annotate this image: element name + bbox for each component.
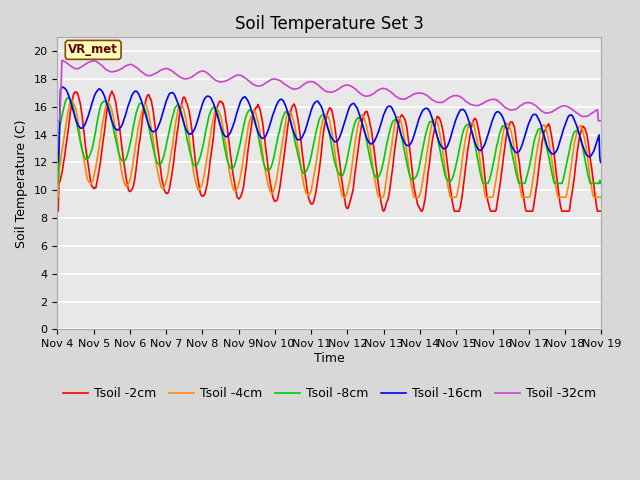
Tsoil -32cm	[64, 61, 72, 67]
Tsoil -4cm	[175, 105, 183, 110]
Tsoil -8cm	[598, 180, 605, 186]
Tsoil -2cm	[412, 194, 420, 200]
Tsoil -16cm	[204, 94, 212, 99]
Tsoil -4cm	[412, 194, 420, 200]
Legend: Tsoil -2cm, Tsoil -4cm, Tsoil -8cm, Tsoil -16cm, Tsoil -32cm: Tsoil -2cm, Tsoil -4cm, Tsoil -8cm, Tsoi…	[58, 382, 601, 405]
Tsoil -4cm	[598, 194, 605, 200]
X-axis label: Time: Time	[314, 352, 345, 365]
Line: Tsoil -32cm: Tsoil -32cm	[58, 60, 602, 121]
Tsoil -32cm	[204, 71, 212, 76]
Tsoil -16cm	[120, 117, 128, 122]
Tsoil -8cm	[64, 95, 72, 100]
Text: VR_met: VR_met	[68, 43, 118, 56]
Line: Tsoil -4cm: Tsoil -4cm	[58, 100, 602, 197]
Line: Tsoil -2cm: Tsoil -2cm	[58, 91, 602, 211]
Tsoil -8cm	[175, 105, 183, 110]
Tsoil -2cm	[63, 134, 71, 140]
Tsoil -32cm	[396, 96, 404, 102]
Tsoil -2cm	[120, 160, 128, 166]
Tsoil -8cm	[120, 157, 128, 163]
Tsoil -4cm	[204, 148, 212, 154]
Tsoil -4cm	[63, 113, 71, 119]
Tsoil -2cm	[175, 114, 183, 120]
Tsoil -8cm	[412, 174, 420, 180]
Tsoil -32cm	[412, 91, 420, 96]
Tsoil -2cm	[108, 88, 116, 94]
Tsoil -16cm	[175, 104, 183, 110]
Y-axis label: Soil Temperature (C): Soil Temperature (C)	[15, 119, 28, 248]
Line: Tsoil -8cm: Tsoil -8cm	[58, 97, 602, 183]
Tsoil -16cm	[54, 160, 61, 166]
Tsoil -2cm	[54, 208, 61, 214]
Title: Soil Temperature Set 3: Soil Temperature Set 3	[235, 15, 424, 33]
Tsoil -4cm	[396, 117, 404, 122]
Tsoil -16cm	[64, 91, 72, 97]
Tsoil -2cm	[598, 208, 605, 214]
Tsoil -32cm	[54, 118, 61, 124]
Tsoil -32cm	[120, 64, 128, 70]
Tsoil -32cm	[58, 58, 66, 63]
Tsoil -32cm	[175, 73, 183, 79]
Tsoil -16cm	[598, 160, 605, 166]
Tsoil -16cm	[412, 126, 420, 132]
Tsoil -4cm	[67, 97, 75, 103]
Tsoil -8cm	[63, 96, 71, 101]
Tsoil -8cm	[204, 118, 212, 123]
Tsoil -16cm	[59, 84, 67, 90]
Tsoil -16cm	[396, 128, 404, 134]
Tsoil -8cm	[54, 180, 61, 186]
Tsoil -2cm	[204, 176, 212, 182]
Tsoil -2cm	[396, 114, 404, 120]
Tsoil -32cm	[598, 118, 605, 124]
Tsoil -4cm	[54, 194, 61, 200]
Line: Tsoil -16cm: Tsoil -16cm	[58, 87, 602, 163]
Tsoil -4cm	[120, 179, 128, 185]
Tsoil -8cm	[396, 128, 404, 133]
